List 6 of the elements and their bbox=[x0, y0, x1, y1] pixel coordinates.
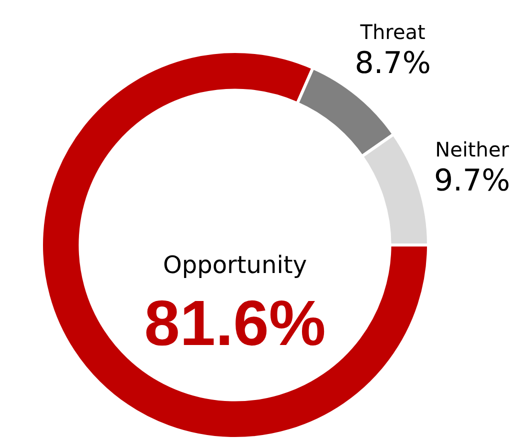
slice-label: Neither bbox=[435, 137, 510, 162]
slice-label: Opportunity bbox=[162, 251, 308, 279]
data-label: 8.7% bbox=[354, 46, 431, 82]
data-label: 9.7% bbox=[434, 163, 510, 198]
data-label: 81.6% bbox=[144, 287, 326, 359]
slice-label: Threat bbox=[359, 20, 426, 44]
